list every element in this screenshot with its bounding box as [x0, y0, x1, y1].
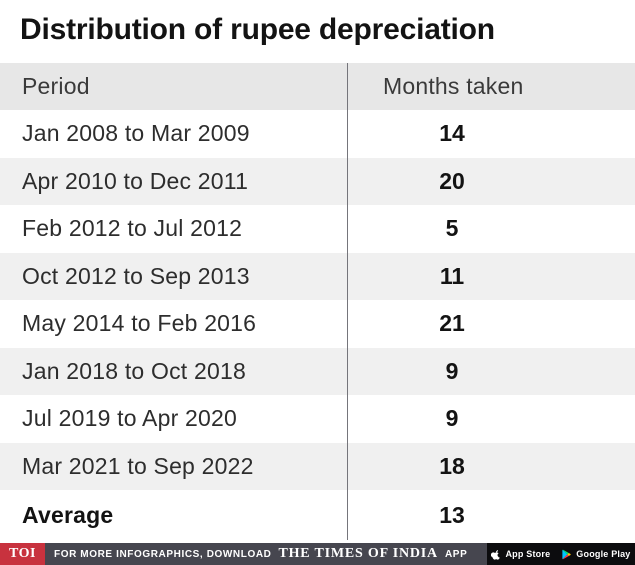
google-play-badge: Google Play: [561, 549, 630, 560]
store-badges: App Store Google Play: [487, 543, 635, 565]
period-cell: May 2014 to Feb 2016: [22, 310, 257, 337]
period-cell: Feb 2012 to Jul 2012: [22, 215, 243, 242]
page-title: Distribution of rupee depreciation: [20, 13, 495, 46]
google-play-label: Google Play: [576, 549, 631, 559]
table-row: Jan 2008 to Mar 2009 14: [0, 110, 635, 158]
table-header-row: Period Months taken: [0, 63, 635, 110]
depreciation-table: Period Months taken Jan 2008 to Mar 2009…: [0, 63, 635, 540]
months-cell: 9: [445, 405, 459, 432]
footer-promo: FOR MORE INFOGRAPHICS, DOWNLOAD THE TIME…: [45, 543, 487, 565]
table-row: Mar 2021 to Sep 2022 18: [0, 442, 635, 490]
table-row: Oct 2012 to Sep 2013 11: [0, 252, 635, 300]
period-cell: Oct 2012 to Sep 2013: [22, 262, 250, 289]
table-row: Jan 2018 to Oct 2018 9: [0, 347, 635, 395]
table-row: Jul 2019 to Apr 2020 9: [0, 395, 635, 443]
table-row: Apr 2010 to Dec 2011 20: [0, 157, 635, 205]
period-cell: Apr 2010 to Dec 2011: [22, 167, 249, 194]
app-store-label: App Store: [505, 549, 551, 559]
average-value: 13: [439, 501, 465, 528]
google-play-icon: [561, 549, 572, 560]
months-cell: 18: [439, 452, 465, 479]
months-cell: 5: [445, 215, 459, 242]
period-cell: Jan 2018 to Oct 2018: [22, 357, 246, 384]
column-header-period: Period: [22, 73, 90, 99]
period-cell: Jan 2008 to Mar 2009: [22, 120, 250, 147]
months-cell: 21: [439, 310, 465, 337]
table-row: Feb 2012 to Jul 2012 5: [0, 205, 635, 253]
period-cell: Jul 2019 to Apr 2020: [22, 405, 237, 432]
average-row: Average 13: [0, 490, 635, 540]
column-divider: [347, 63, 348, 540]
months-cell: 9: [445, 357, 459, 384]
toi-logo: TOI: [0, 543, 45, 565]
average-label: Average: [22, 501, 114, 528]
table-row: May 2014 to Feb 2016 21: [0, 300, 635, 348]
footer-bar: TOI FOR MORE INFOGRAPHICS, DOWNLOAD THE …: [0, 543, 635, 565]
months-cell: 20: [439, 167, 465, 194]
promo-prefix-text: FOR MORE INFOGRAPHICS, DOWNLOAD: [54, 548, 272, 560]
column-header-months: Months taken: [383, 73, 524, 99]
app-store-badge: App Store: [491, 548, 550, 560]
times-of-india-wordmark: THE TIMES OF INDIA: [278, 546, 438, 561]
apple-icon: [491, 548, 501, 560]
months-cell: 11: [439, 262, 465, 289]
period-cell: Mar 2021 to Sep 2022: [22, 452, 254, 479]
promo-suffix-text: APP: [444, 548, 468, 560]
months-cell: 14: [439, 120, 465, 147]
